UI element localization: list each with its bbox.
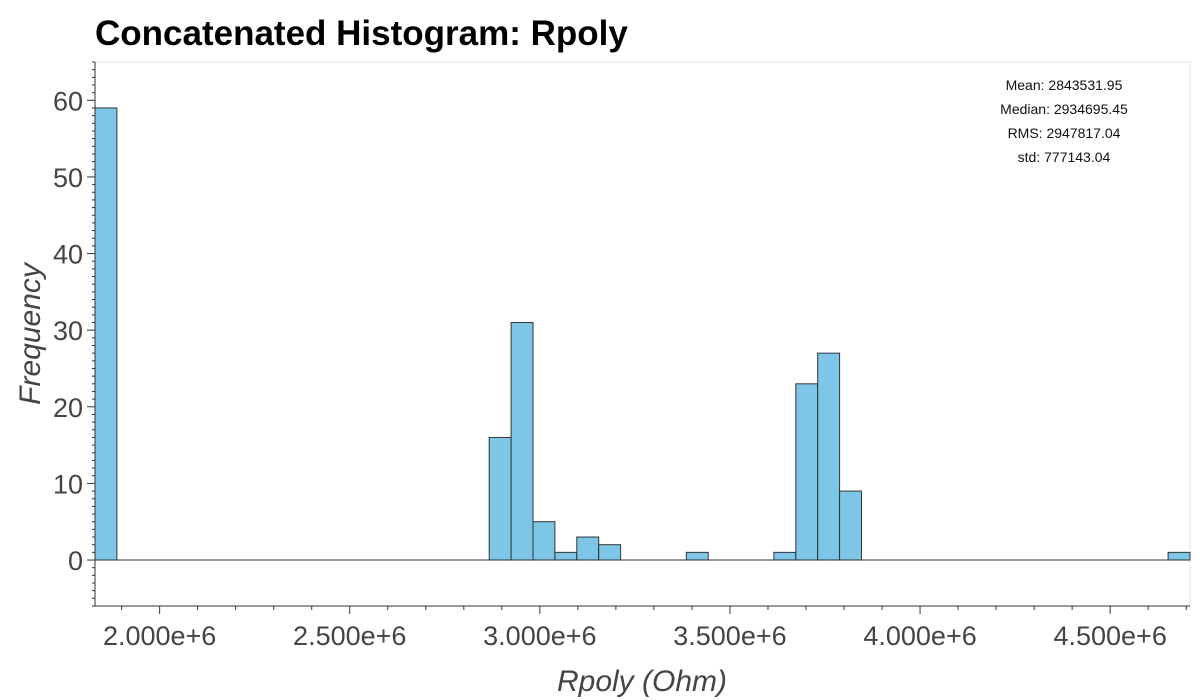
stat-rms: RMS: 2947817.04 — [1008, 125, 1121, 141]
histogram-bar — [817, 352, 841, 561]
histogram-bar — [1167, 551, 1191, 561]
stats-box: Mean: 2843531.95 Median: 2934695.45 RMS:… — [1000, 77, 1128, 165]
histogram-bar — [94, 107, 118, 561]
chart-title: Concatenated Histogram: Rpoly — [95, 14, 628, 53]
x-axis-ticks: 2.000e+6 2.500e+6 3.000e+6 3.500e+6 4.000e+6… — [103, 606, 1187, 651]
histogram-bar — [685, 551, 709, 561]
x-axis-title: Rpoly (Ohm) — [557, 665, 727, 698]
y-tick-label: 50 — [53, 163, 83, 193]
histogram-bar — [598, 544, 622, 561]
stat-std: std: 777143.04 — [1018, 149, 1111, 165]
x-tick-label: 2.500e+6 — [293, 621, 406, 651]
x-tick-label: 3.500e+6 — [673, 621, 786, 651]
y-tick-label: 10 — [53, 469, 83, 499]
stat-mean: Mean: 2843531.95 — [1006, 77, 1123, 93]
histogram-bar — [510, 322, 534, 561]
y-axis-title: Frequency — [14, 261, 47, 405]
histogram-bar — [795, 383, 819, 561]
y-tick-label: 40 — [53, 240, 83, 270]
histogram-bar — [488, 436, 512, 561]
histogram-bars — [94, 107, 1191, 561]
x-tick-label: 4.000e+6 — [863, 621, 976, 651]
y-axis-ticks: 0 10 20 30 40 50 60 — [53, 61, 95, 607]
x-tick-label: 3.000e+6 — [483, 621, 596, 651]
histogram-bar — [532, 521, 556, 561]
plot-frame — [94, 61, 1191, 607]
y-tick-label: 60 — [53, 86, 83, 116]
histogram-bar — [554, 551, 578, 561]
y-tick-label: 30 — [53, 316, 83, 346]
y-tick-label: 20 — [53, 393, 83, 423]
stat-median: Median: 2934695.45 — [1000, 101, 1128, 117]
x-tick-label: 2.000e+6 — [103, 621, 216, 651]
x-tick-label: 4.500e+6 — [1053, 621, 1166, 651]
histogram-bar — [576, 536, 600, 561]
histogram-bar — [773, 551, 797, 561]
histogram-bar — [839, 490, 862, 561]
y-tick-label: 0 — [68, 546, 83, 576]
